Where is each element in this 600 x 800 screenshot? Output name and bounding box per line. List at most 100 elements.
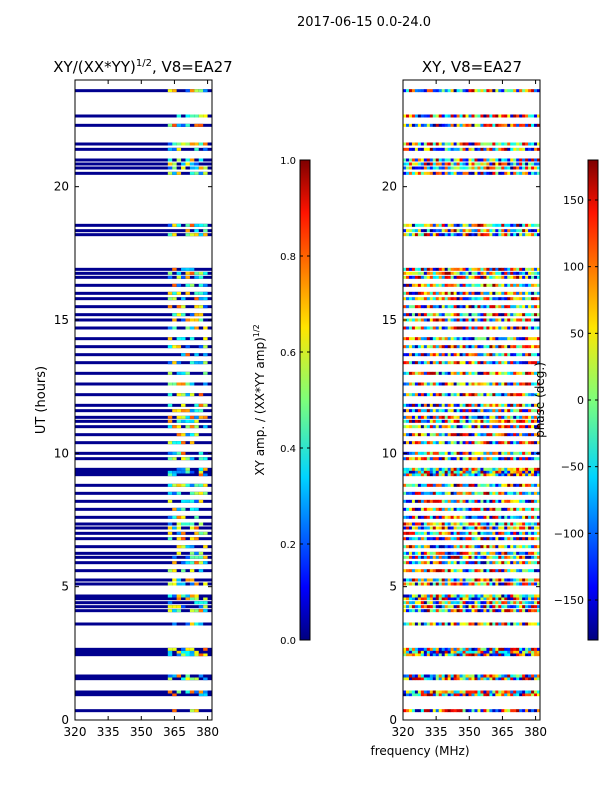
right-phase-cell <box>528 305 532 309</box>
right-phase-cell <box>453 142 457 146</box>
right-phase-cell <box>492 267 496 271</box>
left-band-cell <box>172 674 177 678</box>
right-phase-cell <box>477 470 481 474</box>
right-phase-cell <box>465 223 469 227</box>
right-phase-cell <box>492 433 496 437</box>
right-phase-cell <box>423 371 428 375</box>
right-phase-cell <box>450 371 454 375</box>
right-phase-cell <box>456 578 460 582</box>
right-phase-cell <box>411 425 416 429</box>
left-band-cell <box>181 142 186 146</box>
right-phase-cell <box>411 470 416 474</box>
right-phase-cell <box>441 382 445 386</box>
right-phase-cell <box>537 297 541 301</box>
right-phase-cell <box>528 419 532 423</box>
right-phase-cell <box>411 522 416 526</box>
right-phase-cell <box>519 491 523 495</box>
right-phase-cell <box>414 433 419 437</box>
right-phase-cell <box>516 555 520 559</box>
right-phase-cell <box>513 531 517 535</box>
right-phase-cell <box>513 674 517 678</box>
right-phase-cell <box>537 361 541 365</box>
left-band-cell <box>203 601 208 605</box>
right-phase-cell <box>429 677 434 681</box>
right-phase-cell <box>468 229 472 233</box>
right-phase-cell <box>408 491 413 495</box>
right-phase-cell <box>459 605 463 609</box>
right-phase-cell <box>537 171 541 175</box>
right-phase-cell <box>531 162 535 166</box>
right-phase-cell <box>534 425 538 429</box>
right-phase-cell <box>501 650 505 654</box>
right-phase-cell <box>429 305 434 309</box>
right-phase-cell <box>441 653 445 657</box>
right-phase-cell <box>525 313 529 317</box>
right-phase-cell <box>411 305 416 309</box>
right-phase-cell <box>456 415 460 419</box>
right-phase-cell <box>471 561 475 565</box>
right-phase-cell <box>519 457 523 461</box>
right-phase-cell <box>513 393 517 397</box>
right-phase-cell <box>501 609 505 613</box>
right-phase-cell <box>432 409 437 413</box>
right-phase-cell <box>477 515 481 519</box>
right-phase-cell <box>528 467 532 471</box>
right-phase-cell <box>510 305 514 309</box>
right-phase-cell <box>417 491 422 495</box>
right-phase-cell <box>438 569 443 573</box>
right-phase-cell <box>426 433 431 437</box>
right-phase-cell <box>435 361 440 365</box>
right-phase-cell <box>477 522 481 526</box>
right-phase-cell <box>450 162 454 166</box>
right-phase-cell <box>537 393 541 397</box>
left-time-row-49 <box>75 326 212 330</box>
right-phase-cell <box>453 470 457 474</box>
right-phase-cell <box>513 483 517 487</box>
right-phase-cell <box>528 647 532 651</box>
right-phase-cell <box>453 690 457 694</box>
right-phase-cell <box>534 275 538 279</box>
right-phase-cell <box>465 545 469 549</box>
right-phase-cell <box>435 470 440 474</box>
right-phase-cell <box>489 371 493 375</box>
right-phase-cell <box>480 403 484 407</box>
right-phase-cell <box>477 142 481 146</box>
right-phase-cell <box>486 147 490 151</box>
right-phase-cell <box>495 441 499 445</box>
right-phase-cell <box>537 507 541 511</box>
right-phase-cell <box>408 578 413 582</box>
right-phase-cell <box>492 166 496 170</box>
right-phase-cell <box>510 555 514 559</box>
right-phase-cell <box>516 305 520 309</box>
left-band-cell <box>167 674 173 678</box>
right-phase-cell <box>480 470 484 474</box>
right-phase-cell <box>420 297 425 301</box>
right-phase-cell <box>403 674 407 678</box>
right-phase-cell <box>405 653 410 657</box>
right-phase-cell <box>429 597 434 601</box>
left-band-cell <box>167 473 173 477</box>
right-phase-cell <box>474 271 478 275</box>
right-phase-cell <box>403 89 407 93</box>
right-phase-cell <box>426 267 431 271</box>
right-phase-cell <box>459 223 463 227</box>
right-phase-cell <box>408 569 413 573</box>
right-phase-cell <box>537 551 541 555</box>
left-band-cell <box>194 582 199 586</box>
right-phase-cell <box>528 709 532 713</box>
right-phase-cell <box>423 425 428 429</box>
right-phase-cell <box>453 123 457 127</box>
right-phase-cell <box>408 123 413 127</box>
right-phase-cell <box>420 491 425 495</box>
right-phase-cell <box>501 171 505 175</box>
right-phase-cell <box>519 647 523 651</box>
right-phase-cell <box>498 609 502 613</box>
right-phase-cell <box>438 305 443 309</box>
right-phase-cell <box>492 653 496 657</box>
right-phase-cell <box>537 305 541 309</box>
left-time-row-12 <box>75 597 212 601</box>
right-phase-cell <box>489 526 493 530</box>
left-band-cell <box>172 647 177 651</box>
right-phase-cell <box>516 433 520 437</box>
right-phase-cell <box>510 229 514 233</box>
